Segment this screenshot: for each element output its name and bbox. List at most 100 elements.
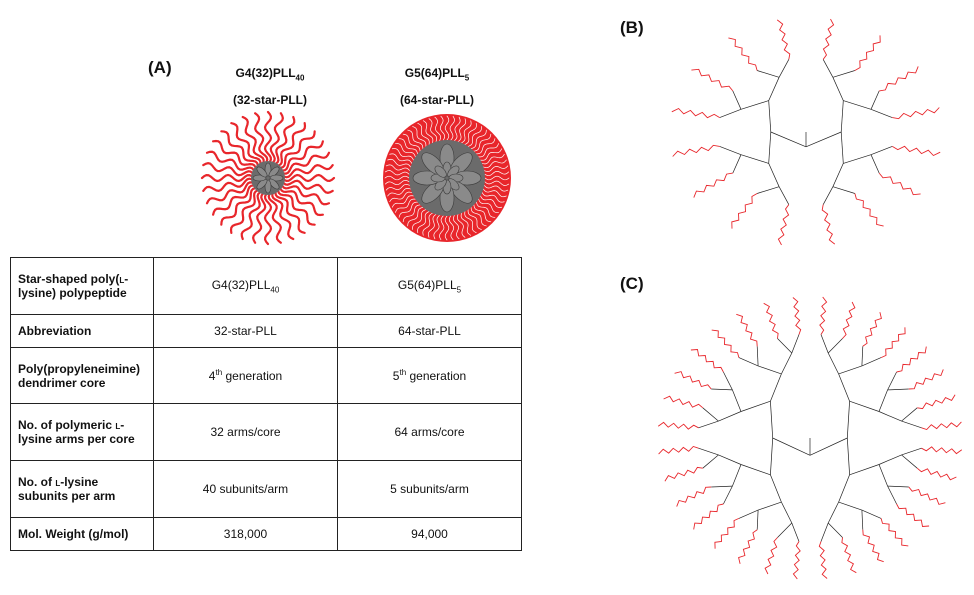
value-text: generation <box>406 369 467 384</box>
arm-strand <box>461 120 472 144</box>
core-branch <box>256 178 268 190</box>
arm-strand <box>402 204 421 223</box>
arm-strand <box>478 198 499 213</box>
arm-strand <box>484 175 510 181</box>
scaffold-bond <box>878 454 902 465</box>
arm-strand <box>476 201 496 218</box>
arm-strand <box>448 215 455 241</box>
scaffold-bond <box>740 154 769 164</box>
arm-strand <box>280 173 336 183</box>
arm-strand <box>274 122 307 168</box>
arm-strand <box>439 115 446 141</box>
scaffold-bond <box>878 411 902 422</box>
arm-strand <box>412 126 427 147</box>
arm-strand <box>484 180 510 186</box>
table-row: Star-shaped poly(l-lysine) polypeptide G… <box>10 257 522 315</box>
arm-strand <box>267 190 282 244</box>
arm-strand <box>454 116 461 142</box>
arm-strand <box>384 175 410 181</box>
scaffold-bond <box>861 346 864 366</box>
lysine-arm <box>862 312 882 347</box>
arm-strand <box>278 140 324 172</box>
scaffold-bond <box>791 522 800 542</box>
arm-strand <box>481 192 505 203</box>
star-name-64: G5(64)PLL5 (64-star-PLL) <box>362 62 512 111</box>
scaffold-bond <box>718 411 742 422</box>
value-text: G5(64)PLL <box>397 277 457 292</box>
value-cell: 64 arms/core <box>337 403 522 462</box>
scaffold-bond <box>878 464 888 487</box>
lysine-arm <box>736 313 758 347</box>
arm-strand <box>241 115 265 167</box>
value-cell: G5(64)PLL5 <box>337 257 522 315</box>
scaffold-bond <box>711 388 733 391</box>
lysine-arm <box>862 529 884 563</box>
lysine-arm <box>841 537 857 574</box>
lysine-arm <box>728 37 758 71</box>
prop-cell: No. of l-lysine subunits per arm <box>10 460 154 519</box>
arm-strand <box>279 151 331 175</box>
arm-strand <box>279 182 331 206</box>
scaffold-bond <box>756 186 780 194</box>
scaffold-bond <box>838 474 850 503</box>
arm-strand <box>263 110 273 166</box>
scaffold-bond <box>756 510 759 530</box>
scaffold-bond <box>719 146 742 156</box>
arm-strand <box>391 195 414 208</box>
scaffold-bond <box>887 485 897 505</box>
arm-strand <box>483 165 509 172</box>
panel-label-b: (B) <box>620 18 644 37</box>
scaffold-bond <box>711 485 733 488</box>
table-row: Abbreviation 32-star-PLL 64-star-PLL <box>10 313 522 348</box>
arm-strand <box>460 212 472 236</box>
arm-strand <box>276 186 316 226</box>
scaffold-bond <box>756 70 780 78</box>
scaffold-bond <box>777 522 793 538</box>
scaffold-bond <box>832 186 856 194</box>
arm-strand <box>271 189 295 241</box>
lysine-arm <box>822 18 835 60</box>
star-32-alias: (32-star-PLL) <box>232 93 307 108</box>
value-cell: 32-star-PLL <box>153 313 338 348</box>
scaffold-bond <box>770 474 782 503</box>
panel-label-c: (C) <box>620 274 644 293</box>
lysine-arm <box>878 172 921 196</box>
value-text: 5 <box>392 369 400 384</box>
scaffold-bond <box>757 365 782 375</box>
scaffold-bond <box>770 437 774 475</box>
arm-strand <box>398 201 418 218</box>
scaffold-bond <box>702 407 719 422</box>
prop-cell: Mol. Weight (g/mol) <box>10 517 154 551</box>
value-subscript: 40 <box>270 285 280 295</box>
lysine-arm <box>821 204 836 245</box>
scaffold-bond <box>887 371 897 391</box>
arm-strand <box>240 189 264 241</box>
lysine-arm <box>908 369 944 390</box>
value-text: G4(32)PLL <box>211 277 271 292</box>
value-cell: 94,000 <box>337 517 522 551</box>
scaffold-bond <box>723 485 733 505</box>
scaffold-bond <box>718 454 742 465</box>
arm-strand <box>478 143 499 158</box>
scaffold-bond <box>740 100 769 110</box>
arm-strand <box>449 115 455 141</box>
scaffold-bond <box>878 389 888 412</box>
arm-strand <box>483 185 509 192</box>
scaffold-bond <box>820 334 829 354</box>
scaffold-bond <box>861 509 882 519</box>
arm-strand <box>422 120 434 144</box>
scaffold-bond <box>827 522 843 538</box>
lysine-arm <box>892 107 940 120</box>
scaffold-bond <box>832 77 844 101</box>
scaffold-bond <box>832 70 856 78</box>
scaffold-bond <box>901 407 918 422</box>
scaffold-bond <box>768 131 772 164</box>
scaffold-bond <box>843 154 872 164</box>
lysine-arm <box>764 537 778 575</box>
scaffold-bond <box>777 338 793 354</box>
scaffold-bond <box>805 131 842 148</box>
prop-text: No. of <box>18 475 56 490</box>
lysine-arm <box>672 144 720 157</box>
scaffold-bond <box>770 131 807 148</box>
scaffold-bond <box>840 131 844 164</box>
